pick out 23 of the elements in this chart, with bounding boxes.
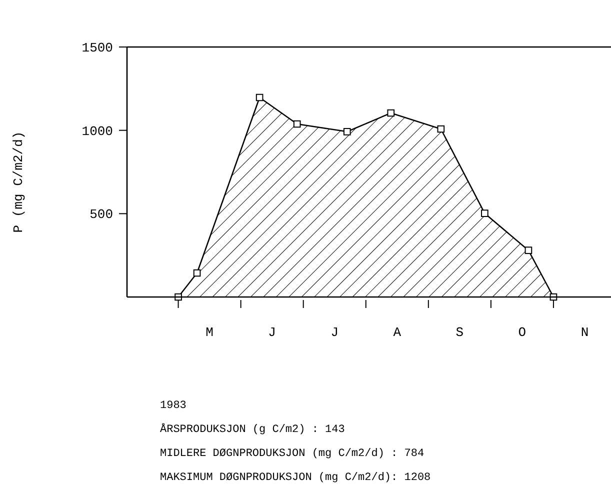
y-axis-title: P (mg C/m2/d) xyxy=(11,131,26,233)
point xyxy=(256,94,264,102)
x-tick-label: J xyxy=(330,325,339,340)
point xyxy=(293,120,301,128)
x-tick-label: M xyxy=(206,325,214,340)
text: ÅRSPRODUKSJON (g C/m2) : 143 xyxy=(160,423,345,436)
x-tick-label: N xyxy=(580,325,589,340)
y-tick-label: 500 xyxy=(90,207,113,222)
y-tick-label: 1500 xyxy=(82,40,113,56)
point xyxy=(437,125,445,133)
text: MAKSIMUM DØGNPRODUKSJON (mg C/m2/d): 1208 xyxy=(160,472,431,484)
point xyxy=(193,269,201,277)
point xyxy=(481,210,488,217)
text: 1983 xyxy=(160,400,186,412)
x-tick-label: A xyxy=(393,325,402,340)
point xyxy=(343,128,351,136)
x-tick-label: S xyxy=(456,325,464,340)
x-tick-label: J xyxy=(268,325,276,340)
point xyxy=(387,109,395,117)
point xyxy=(524,246,532,254)
text: MIDLERE DØGNPRODUKSJON (mg C/m2/d) : 784 xyxy=(160,448,424,460)
y-tick-label: 1000 xyxy=(82,124,113,139)
x-tick-label: O xyxy=(518,325,526,340)
